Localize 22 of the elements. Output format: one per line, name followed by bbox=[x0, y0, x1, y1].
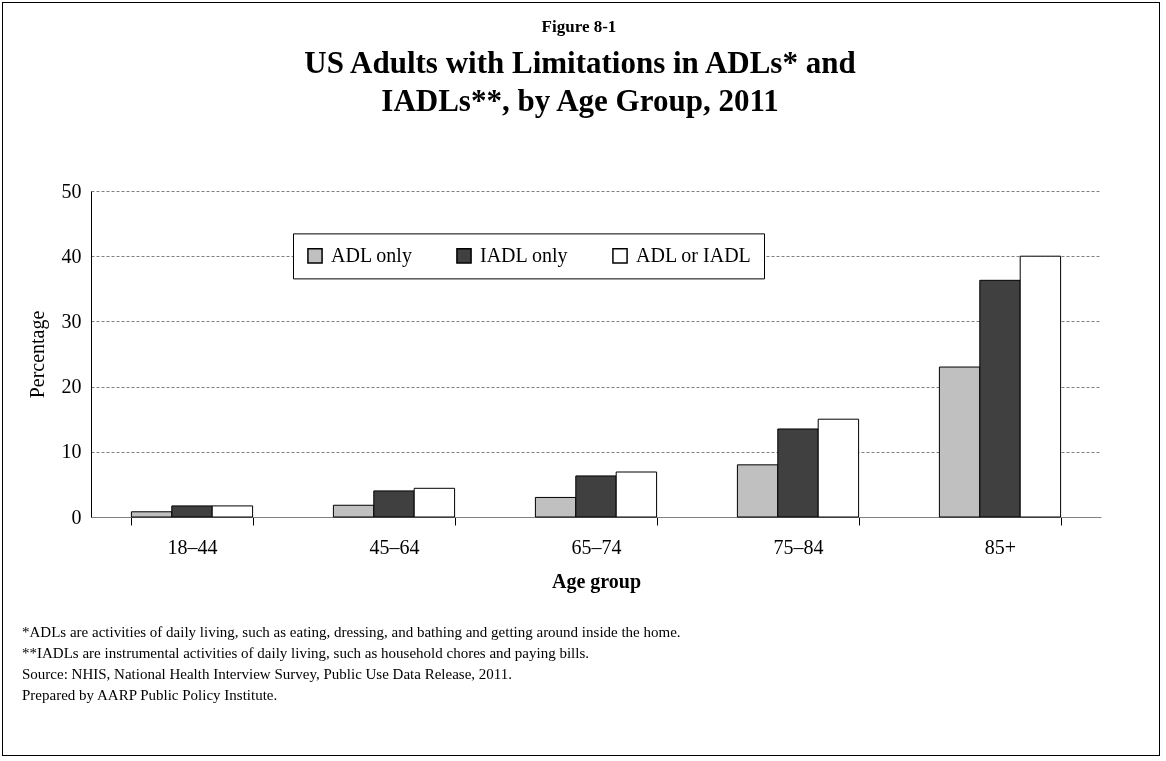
text: **IADLs are instrumental activities of daily living, such as household chores and paying bills. bbox=[22, 644, 590, 663]
y-tick-label: 20 bbox=[61, 375, 82, 398]
legend-label: ADL only bbox=[331, 243, 412, 267]
x-tick-label: 18–44 bbox=[167, 535, 218, 558]
x-axis-title: Age group bbox=[551, 569, 642, 593]
legend-label: ADL or IADL bbox=[636, 243, 751, 266]
text: Prepared by AARP Public Policy Institute. bbox=[22, 686, 279, 705]
x-tick-label: 65–74 bbox=[571, 535, 622, 558]
chart-subtitle: Figure 8-1 bbox=[540, 17, 618, 37]
y-tick-label: 0 bbox=[71, 505, 82, 528]
chart-title: US Adults with Limitations in ADLs* and IADLs**, by Age Group, 2011 bbox=[303, 44, 857, 120]
y-tick-label: 50 bbox=[61, 179, 82, 202]
y-tick-label: 10 bbox=[61, 440, 82, 463]
y-tick-label: 30 bbox=[61, 309, 82, 332]
y-tick-label: 40 bbox=[61, 244, 82, 267]
y-axis-title: Percentage bbox=[25, 310, 49, 399]
x-tick-label: 75–84 bbox=[773, 535, 824, 558]
text: *ADLs are activities of daily living, such as eating, dressing, and bathing and getting around inside the home. bbox=[22, 623, 681, 642]
legend-label: IADL only bbox=[480, 243, 568, 267]
x-tick-label: 85+ bbox=[984, 535, 1017, 558]
x-tick-label: 45–64 bbox=[369, 535, 420, 558]
source-note: Source: NHIS, National Health Interview Survey, Public Use Data Release, 2011. bbox=[22, 665, 513, 684]
